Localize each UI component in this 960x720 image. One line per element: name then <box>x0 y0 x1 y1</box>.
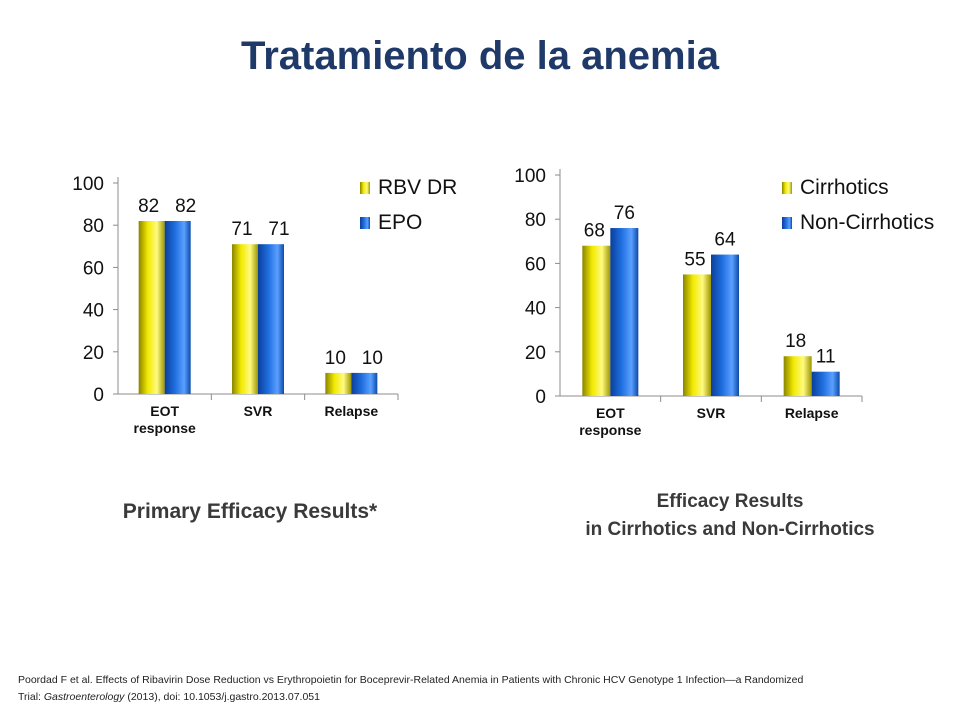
y-tick-label: 60 <box>525 254 546 275</box>
bar <box>164 220 191 394</box>
legend-swatch <box>360 182 370 194</box>
data-label: 82 <box>138 196 159 217</box>
y-tick-label: 80 <box>525 210 546 231</box>
data-label: 71 <box>268 219 289 240</box>
legend-swatch <box>360 217 370 229</box>
bar <box>258 244 284 394</box>
category-label-line: SVR <box>244 403 273 419</box>
category-label: EOT response <box>134 403 196 436</box>
citation: Poordad F et al. Effects of Ribavirin Do… <box>18 672 938 706</box>
legend-swatch <box>782 217 792 229</box>
legend-label: Non-Cirrhotics <box>800 211 934 234</box>
y-tick-label: 100 <box>514 166 546 187</box>
bar <box>138 220 165 394</box>
category-label: Relapse <box>785 405 839 421</box>
category-label: Relapse <box>324 403 378 419</box>
bar <box>783 356 812 396</box>
y-tick-label: 20 <box>525 343 546 364</box>
bar <box>582 245 611 396</box>
bar <box>351 372 378 394</box>
category-label: SVR <box>697 405 726 421</box>
citation-journal: Gastroenterology <box>43 691 125 703</box>
legend-label: Cirrhotics <box>800 176 889 199</box>
data-label: 55 <box>684 249 705 270</box>
y-tick-label: 40 <box>83 301 104 322</box>
legend-label: RBV DR <box>378 176 457 199</box>
caption-right-line2: in Cirrhotics and Non-Cirrhotics <box>585 519 875 540</box>
bar <box>610 228 639 396</box>
bar <box>325 372 352 394</box>
legend-swatch <box>782 182 792 194</box>
y-tick-label: 40 <box>525 299 546 320</box>
legend-label: EPO <box>378 211 422 234</box>
bar <box>232 244 258 394</box>
category-label: EOT response <box>579 405 641 438</box>
data-label: 71 <box>231 219 252 240</box>
citation-prefix: Trial: <box>18 691 44 703</box>
y-tick-label: 0 <box>535 387 546 408</box>
category-label-line: Relapse <box>324 403 378 419</box>
caption-right: Efficacy Results in Cirrhotics and Non-C… <box>520 488 940 544</box>
data-label: 11 <box>816 347 836 368</box>
data-label: 10 <box>325 348 346 369</box>
category-label-line: SVR <box>697 405 726 421</box>
y-tick-label: 80 <box>83 216 104 237</box>
category-label-line: EOT <box>150 403 179 419</box>
caption-right-line1: Efficacy Results <box>656 491 804 512</box>
category-label-line: Relapse <box>785 405 839 421</box>
caption-left: Primary Efficacy Results* <box>122 500 378 523</box>
data-label: 18 <box>785 331 806 352</box>
data-label: 76 <box>614 203 635 224</box>
citation-line2: Trial: Gastroenterology (2013), doi: 10.… <box>18 689 938 706</box>
y-tick-label: 0 <box>93 385 104 406</box>
data-label: 68 <box>584 221 605 242</box>
data-label: 10 <box>362 348 383 369</box>
category-label-line: response <box>579 422 641 438</box>
slide-title: Tratamiento de la anemia <box>241 34 719 78</box>
y-tick-label: 100 <box>72 174 104 195</box>
category-label-line: EOT <box>596 405 625 421</box>
chart-left: 0 20 40 60 80 100 EOT response 82 82 SVR 71 71 Relaps… <box>72 174 457 436</box>
bar <box>811 371 840 396</box>
y-tick-label: 20 <box>83 343 104 364</box>
bar <box>683 274 711 396</box>
citation-line1: Poordad F et al. Effects of Ribavirin Do… <box>18 674 804 686</box>
data-label: 82 <box>175 196 196 217</box>
category-label-line: response <box>134 420 196 436</box>
bar <box>711 254 739 396</box>
data-label: 64 <box>714 230 736 251</box>
citation-doi: (2013), doi: 10.1053/j.gastro.2013.07.05… <box>124 691 320 703</box>
category-label: SVR <box>244 403 273 419</box>
chart-right: 0 20 40 60 80 100 EOT response 68 76 SVR 55 64 Relaps… <box>514 166 934 438</box>
y-tick-label: 60 <box>83 258 104 279</box>
